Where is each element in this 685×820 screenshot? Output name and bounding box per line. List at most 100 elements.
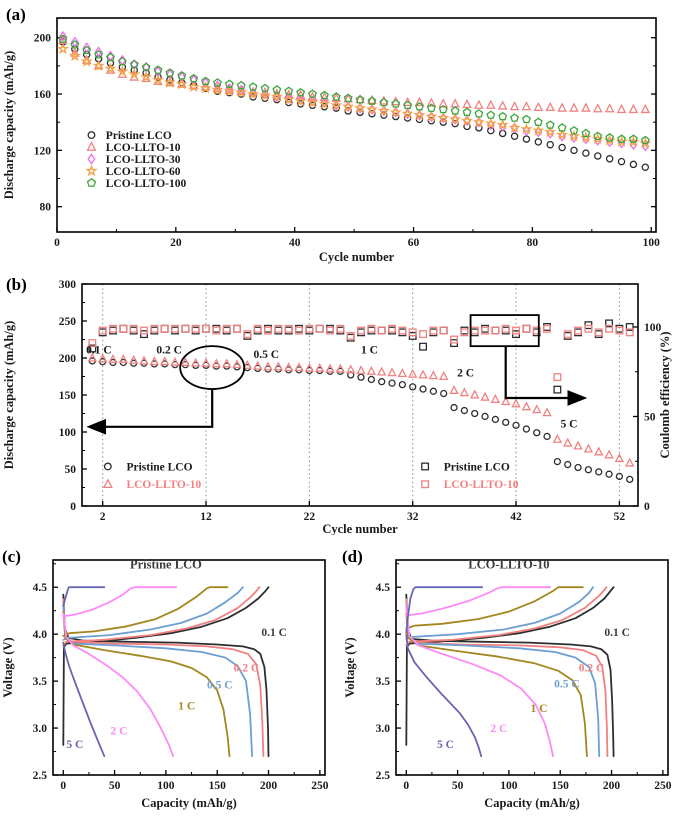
marker-pentagon xyxy=(189,73,199,83)
marker-triangle xyxy=(509,101,520,111)
curve-0.1C-charge xyxy=(405,586,615,746)
marker-circle xyxy=(553,457,562,466)
marker-triangle xyxy=(628,103,639,114)
marker-circle xyxy=(534,138,543,146)
marker-triangle xyxy=(426,97,437,107)
marker-circle xyxy=(641,163,650,171)
legend-label: LCO-LLTO-10 xyxy=(444,479,519,491)
x-tick-label: 42 xyxy=(510,511,522,523)
marker-star xyxy=(140,70,153,83)
marker-square xyxy=(491,326,500,335)
marker-square xyxy=(470,326,479,335)
marker-square xyxy=(421,480,430,489)
marker-circle xyxy=(471,409,479,418)
marker-triangle xyxy=(552,433,563,443)
marker-square xyxy=(202,324,210,333)
marker-star xyxy=(425,110,438,122)
y-tick-label: 100 xyxy=(59,427,77,439)
marker-square xyxy=(460,326,469,335)
marker-square xyxy=(284,326,293,335)
curve-0.1C-discharge xyxy=(405,593,615,758)
marker-square xyxy=(315,324,324,333)
marker-square xyxy=(98,326,107,335)
y-tick-label: 3.0 xyxy=(33,723,48,735)
marker-triangle xyxy=(511,398,521,408)
marker-circle xyxy=(543,432,551,441)
annotation-label: 0.2 C xyxy=(579,663,605,675)
marker-triangle xyxy=(533,101,544,111)
marker-square xyxy=(543,323,552,331)
marker-star xyxy=(556,128,569,141)
annotation-label: 0.1 C xyxy=(261,627,287,639)
marker-triangle xyxy=(294,362,304,372)
marker-pentagon xyxy=(593,131,603,141)
marker-circle xyxy=(617,157,626,166)
marker-triangle xyxy=(486,99,496,109)
marker-pentagon xyxy=(201,76,211,86)
marker-triangle xyxy=(128,354,139,364)
marker-square xyxy=(574,326,583,335)
marker-diamond xyxy=(296,94,305,106)
marker-star xyxy=(579,131,592,143)
curve-1C-charge xyxy=(62,586,229,637)
marker-triangle xyxy=(439,371,449,380)
marker-square xyxy=(419,330,427,339)
marker-square xyxy=(625,328,634,337)
marker-triangle xyxy=(557,102,567,112)
marker-triangle xyxy=(497,100,508,110)
marker-triangle xyxy=(614,453,625,463)
annotation-label: 5 C xyxy=(560,419,577,431)
marker-diamond xyxy=(284,92,293,104)
marker-triangle xyxy=(501,396,511,406)
marker-star xyxy=(318,97,331,110)
marker-star xyxy=(175,77,188,90)
marker-pentagon xyxy=(628,134,638,143)
marker-pentagon xyxy=(141,62,151,72)
marker-circle xyxy=(357,373,365,381)
pointer-arrow xyxy=(504,346,588,406)
marker-pentagon xyxy=(640,135,650,145)
x-axis-title: Capacity (mAh/g) xyxy=(141,796,236,810)
x-tick-label: 0 xyxy=(60,780,66,792)
marker-star xyxy=(449,113,462,125)
marker-triangle xyxy=(450,98,460,108)
marker-triangle xyxy=(418,369,428,379)
marker-triangle xyxy=(366,365,377,375)
annotation-label: 0.1 C xyxy=(604,627,630,639)
marker-square xyxy=(398,328,407,337)
marker-square xyxy=(439,326,448,335)
annotation-label: 0.1 C xyxy=(86,345,112,357)
marker-star xyxy=(163,76,176,88)
x-tick-label: 100 xyxy=(500,780,518,792)
marker-triangle xyxy=(594,446,604,456)
marker-square xyxy=(357,328,365,337)
annotation-label: 0.5 C xyxy=(554,679,580,691)
annotation-label: 5 C xyxy=(437,739,454,751)
marker-square xyxy=(129,324,138,333)
marker-circle xyxy=(296,100,305,108)
marker-circle xyxy=(510,132,519,141)
curve-5C-charge xyxy=(405,586,484,634)
marker-triangle xyxy=(480,391,490,401)
marker-square xyxy=(594,328,603,337)
marker-square xyxy=(160,324,169,333)
marker-star xyxy=(437,111,450,124)
marker-circle xyxy=(584,466,593,474)
marker-pentagon xyxy=(474,109,484,118)
marker-star xyxy=(92,59,105,72)
marker-triangle xyxy=(521,401,532,411)
marker-star xyxy=(472,115,485,128)
marker-square xyxy=(264,326,272,335)
marker-square xyxy=(419,342,427,351)
marker-pentagon xyxy=(367,96,377,105)
curve-5C-charge xyxy=(62,586,106,607)
marker-triangle xyxy=(581,102,591,112)
marker-pentagon xyxy=(379,97,389,107)
y-tick-label: 4.0 xyxy=(33,629,48,641)
marker-square xyxy=(615,324,624,333)
marker-circle xyxy=(388,379,396,387)
marker-circle xyxy=(605,470,613,478)
marker-star xyxy=(258,89,272,101)
marker-square xyxy=(408,328,417,337)
marker-circle xyxy=(594,152,602,160)
